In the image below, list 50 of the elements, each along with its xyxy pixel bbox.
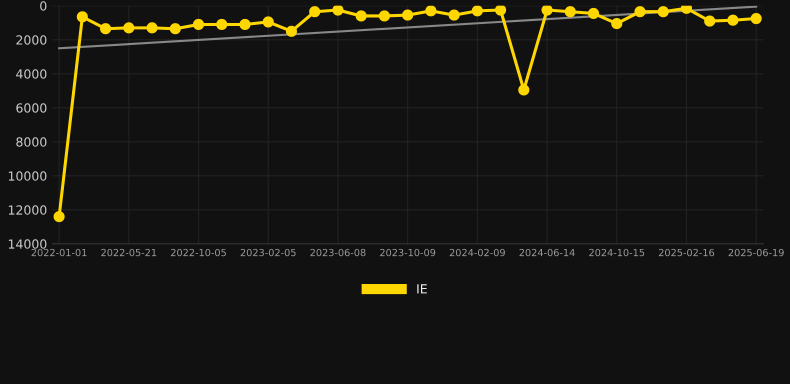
y-tick-label: 14000 bbox=[8, 239, 46, 249]
x-tick-label: 2025-02-16 bbox=[658, 248, 714, 256]
y-tick-label: 8000 bbox=[16, 137, 46, 147]
point bbox=[356, 10, 367, 22]
legend-label: IE bbox=[417, 284, 427, 294]
x-tick-label: 2025-06-19 bbox=[728, 248, 784, 256]
point bbox=[750, 12, 762, 24]
x-tick-label: 2022-01-01 bbox=[32, 248, 86, 256]
y-tick-label: 6000 bbox=[16, 103, 46, 113]
point bbox=[518, 84, 530, 96]
point bbox=[402, 10, 414, 21]
point bbox=[448, 10, 460, 21]
y-tick-label: 10000 bbox=[8, 171, 46, 181]
point bbox=[611, 18, 622, 30]
point bbox=[727, 14, 738, 26]
point bbox=[378, 10, 390, 22]
point bbox=[472, 6, 483, 16]
y-tick-label: 12000 bbox=[8, 205, 46, 215]
x-tick-label: 2023-02-05 bbox=[240, 248, 296, 256]
point bbox=[332, 6, 344, 16]
y-tick-label: 0 bbox=[40, 1, 46, 11]
x-tick-label: 2022-05-21 bbox=[101, 248, 156, 256]
x-tick-label: 2023-06-08 bbox=[310, 248, 366, 256]
y-tick-label: 4000 bbox=[16, 69, 46, 79]
point bbox=[495, 6, 506, 16]
point bbox=[588, 8, 600, 19]
point bbox=[123, 22, 134, 34]
point bbox=[425, 6, 436, 16]
point bbox=[216, 18, 228, 30]
point bbox=[170, 23, 181, 34]
x-tick-label: 2024-06-14 bbox=[520, 248, 575, 256]
point bbox=[192, 18, 204, 30]
point bbox=[100, 23, 112, 34]
point bbox=[658, 6, 669, 18]
point bbox=[309, 6, 320, 18]
x-tick-label: 2023-10-09 bbox=[380, 248, 436, 256]
point bbox=[541, 6, 553, 16]
point bbox=[634, 6, 646, 18]
point bbox=[54, 211, 65, 222]
x-tick-label: 2024-10-15 bbox=[589, 248, 644, 256]
y-tick-label: 2000 bbox=[16, 35, 46, 45]
x-tick-label: 2024-02-09 bbox=[450, 248, 505, 256]
point bbox=[76, 11, 88, 22]
point bbox=[564, 6, 576, 18]
point bbox=[146, 22, 158, 34]
point bbox=[262, 16, 274, 28]
point bbox=[704, 16, 716, 27]
point bbox=[239, 18, 251, 30]
point bbox=[286, 26, 298, 37]
x-tick-label: 2022-10-05 bbox=[170, 248, 226, 256]
